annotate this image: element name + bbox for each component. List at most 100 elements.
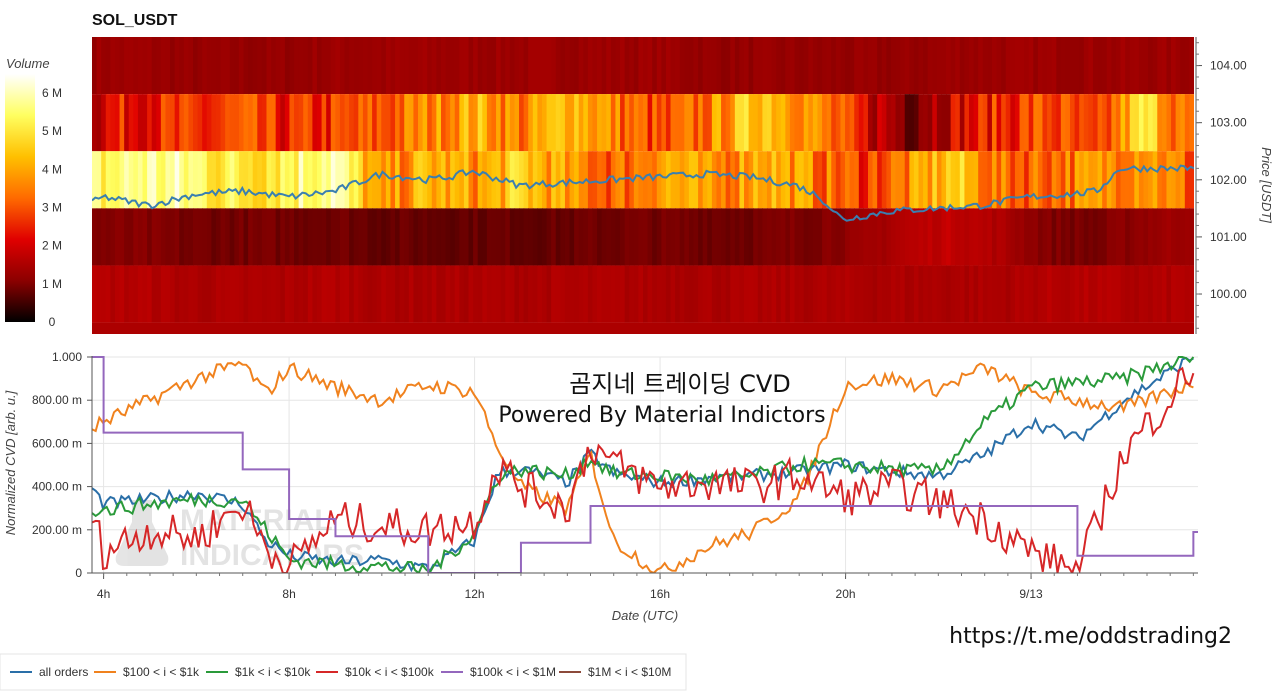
heatmap-cell: [812, 151, 819, 209]
heatmap-cell: [624, 208, 630, 266]
heatmap-panel: 100.00 101.00 102.00 103.00 104.00 Price [US…: [92, 37, 1274, 334]
heatmap-cell: [932, 208, 938, 266]
heatmap-cell: [1033, 94, 1039, 152]
heatmap-cell: [473, 94, 479, 152]
heatmap-cell: [638, 208, 644, 266]
heatmap-cell: [381, 94, 387, 152]
heatmap-cell: [941, 208, 947, 266]
heatmap-cell: [1060, 94, 1067, 152]
heatmap-cell: [459, 151, 465, 209]
heatmap-cell: [665, 265, 672, 323]
heatmap-cell: [390, 37, 396, 95]
heatmap-cell: [665, 37, 672, 95]
heatmap-cell: [969, 265, 975, 323]
heatmap-cell: [776, 265, 782, 323]
heatmap-cell: [881, 151, 887, 209]
heatmap-cell: [1083, 94, 1089, 152]
heatmap-cell: [418, 37, 424, 95]
heatmap-cell: [385, 265, 392, 323]
heatmap-cell: [1060, 208, 1067, 266]
heatmap-cell: [523, 151, 529, 209]
heatmap-cell: [730, 208, 736, 266]
heatmap-cell: [92, 208, 98, 266]
heatmap-cell: [950, 37, 956, 95]
heatmap-cell: [390, 151, 396, 209]
heatmap-cell: [936, 208, 943, 266]
heatmap-cell: [422, 208, 428, 266]
heatmap-cell: [211, 265, 217, 323]
heatmap-cell: [372, 151, 378, 209]
heatmap-cell: [597, 151, 603, 209]
heatmap-cell: [344, 151, 350, 209]
heatmap-cell: [808, 151, 814, 209]
heatmap-cell: [316, 208, 323, 266]
cvd-x-tick-label: 16h: [650, 587, 670, 601]
heatmap-cell: [597, 37, 603, 95]
heatmap-cell: [160, 37, 167, 95]
heatmap-cell: [220, 94, 226, 152]
heatmap-cell: [1037, 94, 1044, 152]
heatmap-cell: [812, 265, 819, 323]
heatmap-cell: [1125, 208, 1131, 266]
heatmap-cell: [863, 151, 869, 209]
heatmap-cell: [537, 37, 543, 95]
heatmap-cell: [794, 94, 800, 152]
heatmap-cell: [845, 265, 851, 323]
heatmap-cell: [298, 94, 304, 152]
heatmap-cell: [950, 151, 956, 209]
heatmap-cell: [991, 265, 998, 323]
heatmap-cell: [156, 94, 162, 152]
heatmap-cell: [803, 151, 809, 209]
heatmap-cell: [886, 37, 892, 95]
heatmap-cell: [785, 151, 791, 209]
heatmap-cell: [326, 265, 332, 323]
heatmap-cell: [1125, 94, 1131, 152]
heatmap-cell: [243, 208, 249, 266]
heatmap-cell: [376, 94, 382, 152]
heatmap-cell: [243, 37, 249, 95]
heatmap-cell: [721, 208, 727, 266]
heatmap-cell: [1111, 208, 1117, 266]
heatmap-cell: [950, 94, 956, 152]
heatmap-cell: [284, 37, 291, 95]
heatmap-cell: [496, 265, 502, 323]
heatmap-cell: [220, 208, 226, 266]
heatmap-cell: [564, 37, 571, 95]
heatmap-cell: [1106, 265, 1112, 323]
heatmap-cell: [1189, 37, 1194, 95]
heatmap-cell: [950, 265, 956, 323]
heatmap-cell: [188, 37, 194, 95]
heatmap-cell: [789, 265, 796, 323]
heatmap-cell: [505, 208, 511, 266]
heatmap-cell: [1079, 265, 1085, 323]
heatmap-cell: [1074, 37, 1080, 95]
heatmap-cell: [1056, 37, 1062, 95]
heatmap-cell: [932, 94, 938, 152]
heatmap-cell: [1056, 151, 1062, 209]
heatmap-cell: [418, 265, 424, 323]
heatmap-cell: [946, 37, 952, 95]
heatmap-cell: [431, 37, 437, 95]
heatmap-cell: [133, 94, 139, 152]
heatmap-cell: [349, 37, 355, 95]
heatmap-cell: [440, 94, 447, 152]
colorbar-tick-label: 4 M: [42, 162, 62, 176]
heatmap-cell: [362, 208, 369, 266]
heatmap-cell: [643, 151, 649, 209]
heatmap-cell: [229, 208, 235, 266]
heatmap-cell: [560, 94, 566, 152]
heatmap-cell: [895, 208, 901, 266]
heatmap-cell: [909, 151, 915, 209]
heatmap-cell: [110, 37, 116, 95]
heatmap-cell: [147, 94, 153, 152]
heatmap-cell: [647, 208, 653, 266]
heatmap-cell: [835, 37, 842, 95]
heatmap-cell: [1019, 265, 1025, 323]
heatmap-cell: [886, 265, 892, 323]
heatmap-cell: [96, 265, 102, 323]
heatmap-cell: [271, 94, 277, 152]
heatmap-cell: [670, 151, 676, 209]
heatmap-cell: [1111, 94, 1117, 152]
heatmap-cell: [1106, 37, 1112, 95]
